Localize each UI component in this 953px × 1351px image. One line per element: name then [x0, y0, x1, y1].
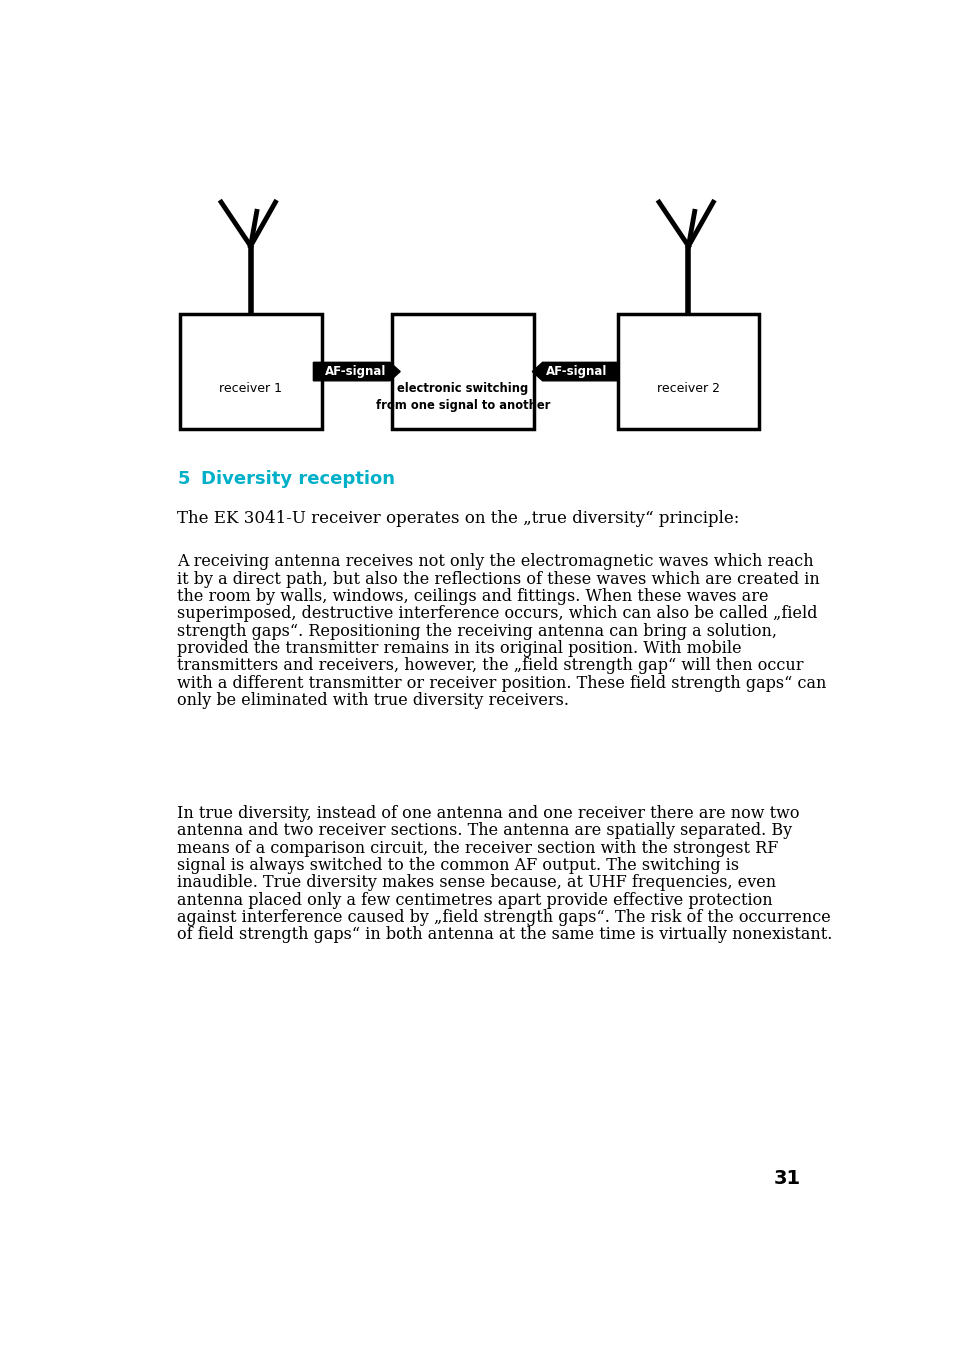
- Text: superimposed, destructive interference occurs, which can also be called „field: superimposed, destructive interference o…: [177, 605, 817, 623]
- Text: strength gaps“. Repositioning the receiving antenna can bring a solution,: strength gaps“. Repositioning the receiv…: [177, 623, 777, 639]
- Text: antenna placed only a few centimetres apart provide effective protection: antenna placed only a few centimetres ap…: [177, 892, 772, 909]
- Text: receiver 2: receiver 2: [657, 382, 720, 396]
- Text: provided the transmitter remains in its original position. With mobile: provided the transmitter remains in its …: [177, 640, 741, 657]
- Text: of field strength gaps“ in both antenna at the same time is virtually nonexistan: of field strength gaps“ in both antenna …: [177, 927, 832, 943]
- Text: inaudible. True diversity makes sense because, at UHF frequencies, even: inaudible. True diversity makes sense be…: [177, 874, 776, 892]
- Text: 31: 31: [773, 1169, 800, 1189]
- Text: the room by walls, windows, ceilings and fittings. When these waves are: the room by walls, windows, ceilings and…: [177, 588, 768, 605]
- Text: The EK 3041-U receiver operates on the „true diversity“ principle:: The EK 3041-U receiver operates on the „…: [177, 511, 739, 527]
- Text: A receiving antenna receives not only the electromagnetic waves which reach: A receiving antenna receives not only th…: [177, 554, 813, 570]
- Text: transmitters and receivers, however, the „field strength gap“ will then occur: transmitters and receivers, however, the…: [177, 657, 803, 674]
- Text: it by a direct path, but also the reflections of these waves which are created i: it by a direct path, but also the reflec…: [177, 570, 820, 588]
- Text: antenna and two receiver sections. The antenna are spatially separated. By: antenna and two receiver sections. The a…: [177, 823, 792, 839]
- Text: AF-signal: AF-signal: [546, 365, 607, 378]
- Bar: [617, 313, 759, 430]
- Text: Diversity reception: Diversity reception: [200, 470, 395, 488]
- Bar: [392, 313, 534, 430]
- Text: only be eliminated with true diversity receivers.: only be eliminated with true diversity r…: [177, 692, 569, 709]
- Polygon shape: [532, 362, 618, 381]
- Bar: [179, 313, 321, 430]
- Text: receiver 1: receiver 1: [219, 382, 282, 396]
- Text: 5: 5: [177, 470, 190, 488]
- Text: signal is always switched to the common AF output. The switching is: signal is always switched to the common …: [177, 857, 739, 874]
- Text: In true diversity, instead of one antenna and one receiver there are now two: In true diversity, instead of one antenn…: [177, 805, 799, 821]
- Text: against interference caused by „field strength gaps“. The risk of the occurrence: against interference caused by „field st…: [177, 909, 830, 925]
- Text: electronic switching
from one signal to another: electronic switching from one signal to …: [375, 382, 550, 412]
- Text: AF-signal: AF-signal: [325, 365, 386, 378]
- Text: with a different transmitter or receiver position. These field strength gaps“ ca: with a different transmitter or receiver…: [177, 674, 826, 692]
- Text: means of a comparison circuit, the receiver section with the strongest RF: means of a comparison circuit, the recei…: [177, 840, 778, 857]
- Polygon shape: [313, 362, 399, 381]
